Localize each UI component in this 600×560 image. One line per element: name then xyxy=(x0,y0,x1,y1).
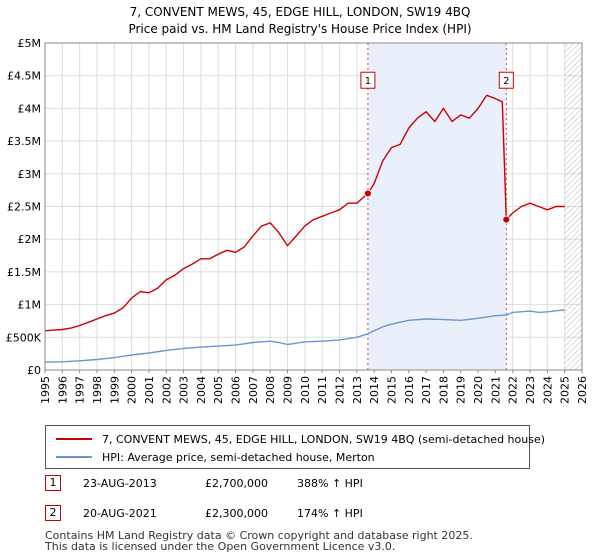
series-line-hpi xyxy=(44,309,565,363)
legend-swatch-property xyxy=(56,438,92,440)
x-tick-label: 2010 xyxy=(299,376,312,404)
x-tick-label: 2022 xyxy=(507,376,520,404)
x-tick-label: 2005 xyxy=(212,376,225,404)
footer-attribution: Contains HM Land Registry data © Crown c… xyxy=(45,530,473,552)
x-tick-label: 2015 xyxy=(385,376,398,404)
x-tick-label: 1996 xyxy=(56,376,69,404)
x-tick-label: 2002 xyxy=(160,376,173,404)
transaction-price: £2,300,000 xyxy=(205,507,268,520)
x-tick-label: 2014 xyxy=(368,376,381,404)
x-tick-label: 2009 xyxy=(282,376,295,404)
legend-item-property: 7, CONVENT MEWS, 45, EDGE HILL, LONDON, … xyxy=(56,430,545,448)
transaction-number: 1 xyxy=(45,475,61,491)
y-tick-label: £5M xyxy=(18,37,42,50)
x-tick-label: 2012 xyxy=(333,376,346,404)
footer-line-2: This data is licensed under the Open Gov… xyxy=(45,540,396,553)
x-tick-label: 1995 xyxy=(39,376,52,404)
x-tick-label: 2024 xyxy=(541,376,554,404)
y-tick-label: £1M xyxy=(18,299,42,312)
x-tick-label: 2026 xyxy=(576,376,589,404)
x-tick-label: 1999 xyxy=(108,376,121,404)
sale-label: 2 xyxy=(503,76,509,87)
y-tick-label: £0 xyxy=(27,364,41,377)
sale-point xyxy=(363,189,372,198)
y-tick-label: £3.5M xyxy=(7,135,41,148)
x-tick-label: 2007 xyxy=(247,376,260,404)
y-tick-label: £3M xyxy=(18,168,42,181)
x-tick-label: 2006 xyxy=(230,376,243,404)
y-tick-label: £2M xyxy=(18,233,42,246)
x-tick-label: 2013 xyxy=(351,376,364,404)
transaction-row-2: 2 20-AUG-2021 £2,300,000 174% ↑ HPI xyxy=(45,505,525,525)
chart-title: 7, CONVENT MEWS, 45, EDGE HILL, LONDON, … xyxy=(130,5,471,19)
x-tick-label: 2020 xyxy=(472,376,485,404)
x-tick-label: 2001 xyxy=(143,376,156,404)
x-tick-label: 2016 xyxy=(403,376,416,404)
y-tick-label: £4.5M xyxy=(7,70,41,83)
y-tick-label: £4M xyxy=(18,102,42,115)
x-tick-label: 2019 xyxy=(455,376,468,404)
transaction-hpi-delta: 174% ↑ HPI xyxy=(297,507,363,520)
x-tick-label: 2021 xyxy=(489,376,502,404)
legend: 7, CONVENT MEWS, 45, EDGE HILL, LONDON, … xyxy=(45,425,545,469)
sale-label-box xyxy=(498,71,514,89)
x-tick-label: 2017 xyxy=(420,376,433,404)
forecast-hatch xyxy=(564,43,582,370)
transaction-date: 23-AUG-2013 xyxy=(83,477,157,490)
series-line-property xyxy=(44,94,565,332)
legend-item-hpi: HPI: Average price, semi-detached house,… xyxy=(56,448,375,466)
legend-swatch-hpi xyxy=(56,456,92,458)
chart-subtitle: Price paid vs. HM Land Registry's House … xyxy=(128,22,471,36)
x-tick-label: 2018 xyxy=(437,376,450,404)
x-tick-label: 2004 xyxy=(195,376,208,404)
legend-label-property: 7, CONVENT MEWS, 45, EDGE HILL, LONDON, … xyxy=(102,432,546,446)
y-tick-label: £500K xyxy=(6,331,42,344)
transaction-date: 20-AUG-2021 xyxy=(83,507,157,520)
legend-label-hpi: HPI: Average price, semi-detached house,… xyxy=(102,450,375,464)
sale-label: 1 xyxy=(365,76,371,87)
x-tick-label: 1997 xyxy=(74,376,87,404)
sale-point xyxy=(502,215,511,224)
x-tick-label: 1998 xyxy=(91,376,104,404)
footer-line-1: Contains HM Land Registry data © Crown c… xyxy=(45,529,473,542)
x-tick-label: 2000 xyxy=(126,376,139,404)
x-tick-label: 2008 xyxy=(264,376,277,404)
transaction-row-1: 1 23-AUG-2013 £2,700,000 388% ↑ HPI xyxy=(45,475,525,495)
shaded-period xyxy=(367,43,507,370)
y-tick-label: £2.5M xyxy=(7,201,41,214)
sale-label-box xyxy=(360,71,376,89)
transaction-hpi-delta: 388% ↑ HPI xyxy=(297,477,363,490)
y-tick-label: £1.5M xyxy=(7,266,41,279)
x-tick-label: 2003 xyxy=(178,376,191,404)
x-tick-label: 2023 xyxy=(524,376,537,404)
price-chart: 7, CONVENT MEWS, 45, EDGE HILL, LONDON, … xyxy=(6,5,589,404)
axes-frame xyxy=(44,42,583,371)
x-tick-label: 2025 xyxy=(559,376,572,404)
transaction-price: £2,700,000 xyxy=(205,477,268,490)
transaction-number: 2 xyxy=(45,505,61,521)
x-tick-label: 2011 xyxy=(316,376,329,404)
